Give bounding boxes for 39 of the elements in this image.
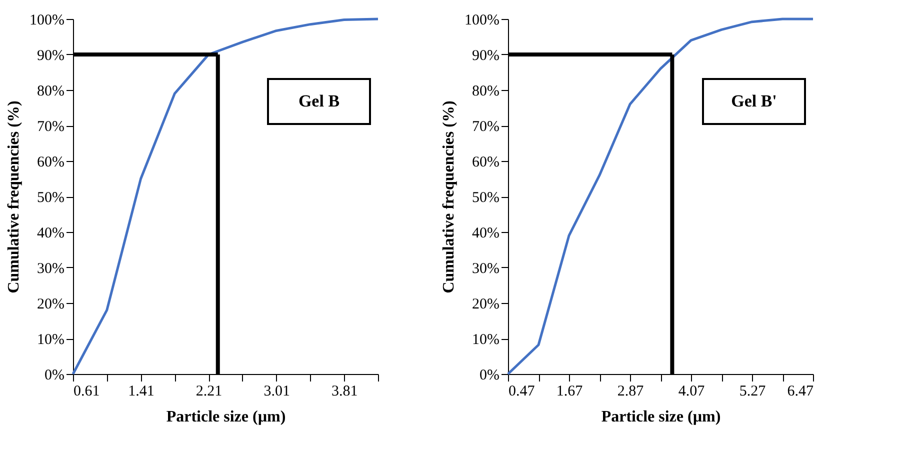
y-tick-label: 20%: [37, 296, 64, 312]
y-tick-label: 40%: [37, 226, 64, 242]
y-tick-label: 50%: [37, 190, 64, 206]
x-tick-label: 0.47: [508, 384, 536, 400]
x-axis-title: Particle size (µm): [166, 408, 286, 426]
y-tick-label: 70%: [37, 119, 64, 135]
y-tick-label: 0%: [44, 368, 64, 384]
y-tick-label: 30%: [472, 261, 500, 277]
x-tick-label: 1.41: [128, 384, 154, 400]
y-tick-label: 90%: [472, 48, 500, 64]
y-tick-label: 80%: [472, 84, 500, 100]
x-tick-label: 0.61: [74, 384, 100, 400]
y-tick-label: 60%: [37, 154, 64, 170]
y-tick-label: 10%: [37, 332, 64, 348]
y-tick-label: 10%: [472, 332, 500, 348]
annotation: Gel B': [731, 92, 777, 110]
y-tick-label: 100%: [30, 12, 64, 28]
x-tick-label: 3.81: [331, 384, 358, 400]
x-tick-label: 1.67: [556, 384, 584, 400]
x-tick-label: 5.27: [739, 384, 766, 400]
y-tick-label: 20%: [472, 296, 500, 312]
y-tick-label: 50%: [472, 190, 500, 206]
y-axis-title: Cumulative frequencies (%): [6, 100, 23, 294]
x-tick-label: 4.07: [678, 384, 706, 400]
annotation: Gel B: [298, 92, 340, 110]
x-tick-label: 2.21: [196, 384, 222, 400]
x-tick-label: 3.01: [264, 384, 290, 400]
x-tick-label: 6.47: [787, 384, 814, 400]
y-tick-label: 40%: [472, 226, 500, 242]
y-axis-title: Cumulative frequencies (%): [440, 100, 458, 294]
x-tick-label: 2.87: [617, 384, 644, 400]
y-tick-label: 100%: [464, 12, 500, 28]
y-tick-label: 30%: [37, 261, 64, 277]
y-tick-label: 70%: [472, 119, 500, 135]
y-tick-label: 90%: [37, 48, 64, 64]
x-axis-title: Particle size (µm): [601, 408, 721, 426]
y-tick-label: 60%: [472, 154, 500, 170]
y-tick-label: 80%: [37, 84, 64, 100]
y-tick-label: 0%: [480, 368, 500, 384]
